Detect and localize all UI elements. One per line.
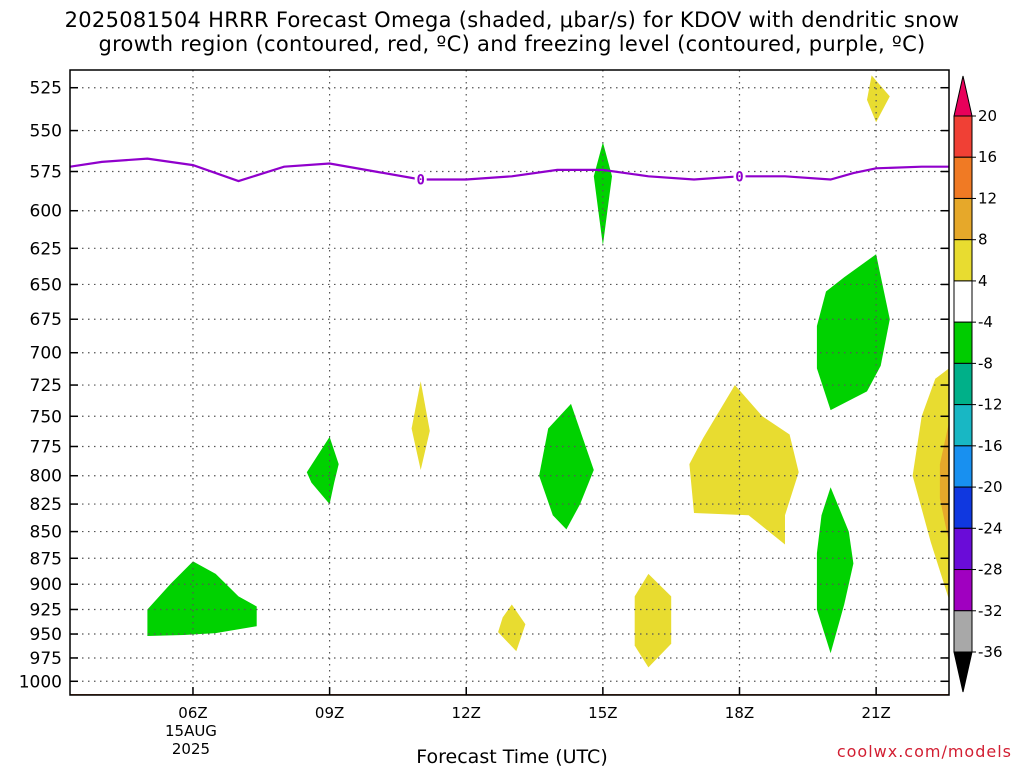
freezing-level-label: 0: [416, 172, 424, 188]
colorbar-box: [953, 527, 973, 571]
y-tick-label: 975: [30, 649, 62, 669]
colorbar-label: 4: [978, 272, 988, 290]
colorbar-box: [953, 569, 973, 612]
omega-region: [912, 368, 949, 600]
x-tick-label: 21Z: [861, 704, 890, 722]
colorbar-label: -16: [978, 437, 1003, 455]
colorbar-label: -24: [978, 519, 1003, 537]
colorbar-bottom-arrow: [953, 651, 973, 693]
colorbar-box: [953, 321, 973, 364]
plot-frame: [69, 69, 950, 696]
colorbar-box: [953, 156, 973, 199]
colorbar-box: [953, 445, 973, 488]
freezing-level-label-bg: [733, 168, 746, 185]
omega-region: [689, 385, 799, 545]
x-tick-label: 12Z: [452, 704, 481, 722]
colorbar-box: [953, 115, 973, 158]
omega-region: [593, 142, 612, 246]
x-tick-label: 06Z: [178, 704, 207, 722]
colorbar-label: 20: [978, 107, 997, 125]
colorbar-label: 16: [978, 148, 997, 166]
y-tick-label: 900: [30, 575, 62, 595]
colorbar-label: 8: [978, 231, 988, 249]
colorbar-box: [953, 404, 973, 447]
y-tick-label: 525: [30, 79, 62, 99]
x-tick-label: 09Z: [315, 704, 344, 722]
chart-title-line-1: 2025081504 HRRR Forecast Omega (shaded, …: [64, 8, 960, 32]
colorbar-box: [953, 197, 973, 241]
colorbar-label: -8: [978, 354, 993, 372]
omega-region: [147, 561, 257, 636]
colorbar-label: 12: [978, 189, 997, 207]
x-axis-label: Forecast Time (UTC): [416, 746, 608, 768]
freezing-level-line: [70, 157, 949, 183]
y-tick-label: 575: [30, 163, 62, 183]
colorbar-label: -32: [978, 602, 1003, 620]
y-tick-label: 1000: [19, 672, 62, 692]
omega-region: [411, 381, 430, 470]
y-tick-label: 600: [30, 202, 62, 222]
watermark: coolwx.com/models: [836, 742, 1012, 761]
y-tick-label: 550: [30, 122, 62, 142]
x-tick-label: 18Z: [725, 704, 754, 722]
x-tick-sublabel: 15AUG: [165, 722, 217, 740]
y-tick-label: 725: [30, 376, 62, 396]
freezing-level-label: 0: [735, 169, 743, 185]
y-tick-label: 675: [30, 310, 62, 330]
colorbar: 20 16 12 8 4 -4 -8 -12 -16 -20 -24 -28 -32 -36: [953, 75, 1003, 693]
y-tick-label: 825: [30, 495, 62, 515]
y-tick-label: 700: [30, 344, 62, 364]
omega-region: [498, 604, 526, 652]
colorbar-box: [953, 239, 973, 282]
y-tick-label: 850: [30, 523, 62, 543]
x-tick-sublabel: 2025: [172, 740, 210, 758]
y-tick-label: 950: [30, 625, 62, 645]
omega-region: [816, 487, 854, 654]
omega-region: [867, 75, 890, 123]
colorbar-top-arrow: [953, 75, 973, 117]
omega-region: [306, 436, 339, 505]
omega-shading: [147, 75, 949, 668]
colorbar-box: [953, 486, 973, 529]
y-tick-label: 925: [30, 600, 62, 620]
colorbar-label: -36: [978, 643, 1003, 661]
colorbar-label: -20: [978, 478, 1003, 496]
omega-region: [539, 403, 594, 530]
colorbar-box: [953, 610, 973, 653]
y-tick-label: 775: [30, 437, 62, 457]
grid: [70, 70, 949, 695]
y-tick-label: 875: [30, 549, 62, 569]
colorbar-label: -28: [978, 561, 1003, 579]
colorbar-label: -4: [978, 313, 993, 331]
omega-region: [939, 422, 949, 543]
colorbar-box: [953, 362, 973, 406]
chart-title-line-2: growth region (contoured, red, ºC) and f…: [98, 32, 926, 56]
omega-region: [816, 254, 890, 411]
y-tick-label: 800: [30, 467, 62, 487]
y-tick-label: 750: [30, 407, 62, 427]
colorbar-label: -12: [978, 396, 1003, 414]
y-tick-label: 650: [30, 275, 62, 295]
x-tick-label: 15Z: [588, 704, 617, 722]
y-tick-label: 625: [30, 239, 62, 259]
omega-region: [634, 573, 672, 668]
freezing-level-label-bg: [414, 171, 427, 188]
colorbar-box: [953, 280, 973, 323]
axes: 525 550 575 600 625 650 675 700 725 750 775 800 825 8…: [19, 69, 950, 758]
